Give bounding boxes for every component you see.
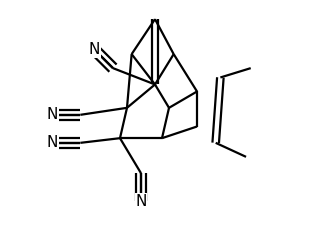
Text: N: N [46, 107, 58, 122]
Text: N: N [135, 194, 147, 209]
Text: N: N [89, 42, 100, 57]
Text: N: N [46, 135, 58, 150]
